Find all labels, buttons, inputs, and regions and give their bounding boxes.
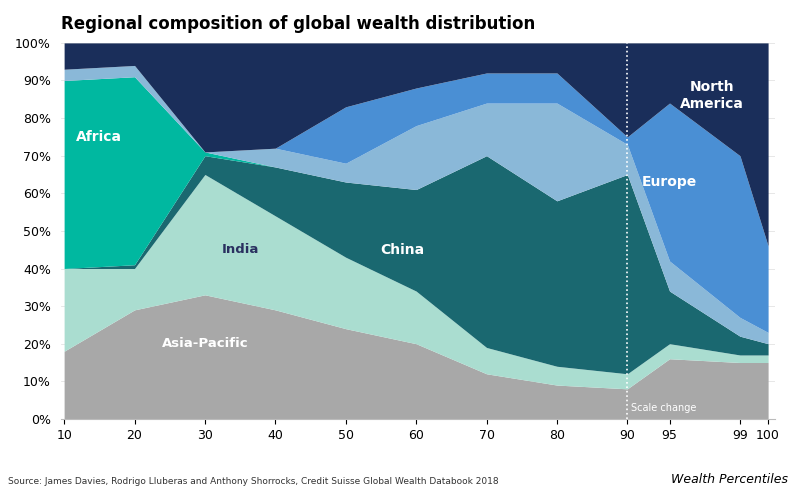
Text: Europe: Europe — [642, 175, 697, 189]
Text: North
America: North America — [680, 81, 743, 110]
Text: Africa: Africa — [76, 130, 123, 144]
Text: India: India — [221, 243, 259, 256]
Text: Wealth Percentiles: Wealth Percentiles — [671, 473, 788, 486]
Text: Source: James Davies, Rodrigo Lluberas and Anthony Shorrocks, Credit Suisse Glob: Source: James Davies, Rodrigo Lluberas a… — [8, 477, 498, 486]
Text: Scale change: Scale change — [630, 403, 696, 413]
Text: Regional composition of global wealth distribution: Regional composition of global wealth di… — [60, 15, 535, 33]
Text: China: China — [380, 243, 424, 257]
Text: Latin America: Latin America — [280, 82, 384, 94]
Text: Asia-Pacific: Asia-Pacific — [162, 337, 248, 350]
